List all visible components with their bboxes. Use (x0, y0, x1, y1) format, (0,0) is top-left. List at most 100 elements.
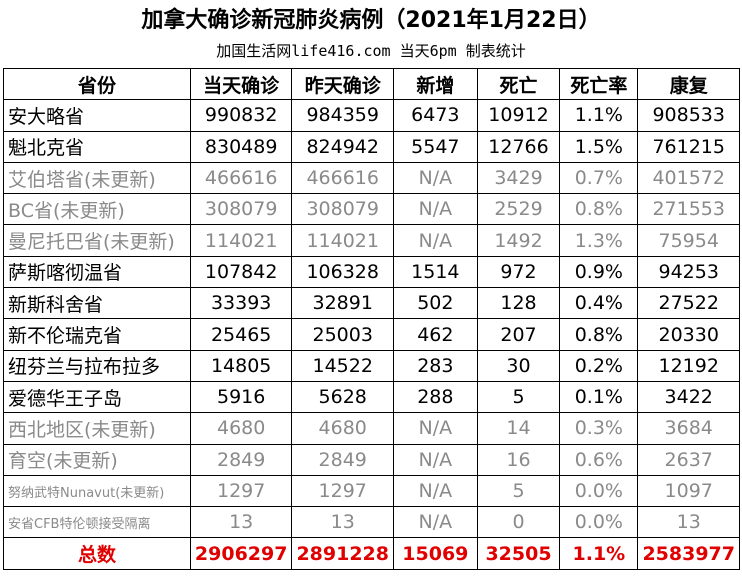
cell: 1.3% (559, 224, 639, 257)
province-cell: 安大略省 (3, 99, 191, 132)
cell: 114021 (189, 224, 293, 257)
column-header: 新增 (393, 67, 478, 101)
cell: N/A (393, 224, 478, 257)
cell: 114021 (291, 224, 394, 257)
cell: 13 (189, 506, 293, 539)
cell: 2849 (291, 443, 394, 476)
cell: 308079 (291, 193, 394, 226)
cell: N/A (393, 443, 478, 476)
province-cell: 努纳武特Nunavut(未更新) (3, 474, 191, 508)
cell: 2637 (637, 443, 740, 476)
cell: 1492 (476, 224, 561, 257)
cell: 20330 (637, 318, 740, 351)
table-row: 萨斯喀彻温省 107842 106328 1514 972 0.9% 94253 (3, 255, 740, 289)
title: 加拿大确诊新冠肺炎病例（2021年1月22日） (141, 8, 601, 33)
column-header: 死亡 (476, 67, 561, 101)
table-row: 育空(未更新) 2849 2849 N/A 16 0.6% 2637 (3, 443, 740, 476)
cell: 0.1% (559, 380, 639, 414)
cell: 984359 (291, 99, 394, 132)
cell: 25003 (291, 318, 394, 351)
province-cell: 新不伦瑞克省 (3, 318, 191, 351)
table-row: 爱德华王子岛 5916 5628 288 5 0.1% 3422 (3, 380, 740, 414)
cell: 0.7% (559, 161, 639, 195)
cell: 14522 (291, 349, 394, 382)
table-row: 纽芬兰与拉布拉多 14805 14522 283 30 0.2% 12192 (3, 349, 740, 382)
cell: 1.1% (559, 99, 639, 132)
province-cell: 曼尼托巴省(未更新) (3, 224, 191, 257)
cell: 462 (393, 318, 478, 351)
cell: 502 (393, 287, 478, 320)
province-cell: 艾伯塔省(未更新) (3, 161, 191, 195)
cell: 972 (476, 255, 561, 289)
cell: N/A (393, 474, 478, 508)
column-header: 死亡率 (559, 67, 639, 101)
cell: 12766 (476, 130, 561, 163)
cell: 5547 (393, 130, 478, 163)
table-row: 新不伦瑞克省 25465 25003 462 207 0.8% 20330 (3, 318, 740, 351)
cell: 401572 (637, 161, 740, 195)
table-row: 新斯科舍省 33393 32891 502 128 0.4% 27522 (3, 287, 740, 320)
cell: 0.2% (559, 349, 639, 382)
province-cell: 魁北克省 (3, 130, 191, 163)
cell: 107842 (189, 255, 293, 289)
cell: 106328 (291, 255, 394, 289)
cell: N/A (393, 506, 478, 539)
province-cell: 西北地区(未更新) (3, 412, 191, 445)
cell: 1297 (189, 474, 293, 508)
cell: 128 (476, 287, 561, 320)
cell: 14 (476, 412, 561, 445)
cell: 761215 (637, 130, 740, 163)
cell: 0.6% (559, 443, 639, 476)
cell: 1514 (393, 255, 478, 289)
cell: 1097 (637, 474, 740, 508)
cell: 32891 (291, 287, 394, 320)
cell: 12192 (637, 349, 740, 382)
cell: N/A (393, 412, 478, 445)
cell: 308079 (189, 193, 293, 226)
cell: 5628 (291, 380, 394, 414)
cell: 908533 (637, 99, 740, 132)
cell: 283 (393, 349, 478, 382)
cell: 5 (476, 380, 561, 414)
cell: 271553 (637, 193, 740, 226)
province-cell: 新斯科舍省 (3, 287, 191, 320)
cell: 2529 (476, 193, 561, 226)
cell: 27522 (637, 287, 740, 320)
table-row: 曼尼托巴省(未更新) 114021 114021 N/A 1492 1.3% 75954 (3, 224, 740, 257)
cell: 25465 (189, 318, 293, 351)
cell: N/A (393, 193, 478, 226)
cell: 75954 (637, 224, 740, 257)
cell: 830489 (189, 130, 293, 163)
province-cell: 纽芬兰与拉布拉多 (3, 349, 191, 382)
cell: 1297 (291, 474, 394, 508)
total-cell: 总数 (3, 537, 191, 570)
total-cell: 32505 (476, 537, 561, 570)
table-row: 艾伯塔省(未更新) 466616 466616 N/A 3429 0.7% 401572 (3, 161, 740, 195)
total-cell: 15069 (393, 537, 478, 570)
cell: 466616 (189, 161, 293, 195)
subtitle: 加国生活网life416.com 当天6pm 制表统计 (216, 42, 526, 60)
column-header: 省份 (3, 67, 191, 101)
cell: 288 (393, 380, 478, 414)
cell: 0.8% (559, 318, 639, 351)
cell: 2849 (189, 443, 293, 476)
cell: 824942 (291, 130, 394, 163)
cell: 1.5% (559, 130, 639, 163)
table: 省份 当天确诊 昨天确诊 新增 死亡 死亡率 康复 安大略省 990832 984359 6473 1… (3, 67, 740, 570)
cell: 990832 (189, 99, 293, 132)
province-cell: 安省CFB特伦顿接受隔离 (3, 506, 191, 539)
cell: 0.3% (559, 412, 639, 445)
cell: 3684 (637, 412, 740, 445)
cell: 13 (637, 506, 740, 539)
cell: 3429 (476, 161, 561, 195)
total-cell: 2891228 (291, 537, 394, 570)
table-row: 努纳武特Nunavut(未更新) 1297 1297 N/A 5 0.0% 1097 (3, 474, 740, 508)
column-header: 当天确诊 (189, 67, 293, 101)
cell: 30 (476, 349, 561, 382)
cell: 3422 (637, 380, 740, 414)
column-header: 昨天确诊 (291, 67, 394, 101)
cell: 4680 (189, 412, 293, 445)
table-row: 安省CFB特伦顿接受隔离 13 13 N/A 0 0.0% 13 (3, 506, 740, 539)
cell: 33393 (189, 287, 293, 320)
